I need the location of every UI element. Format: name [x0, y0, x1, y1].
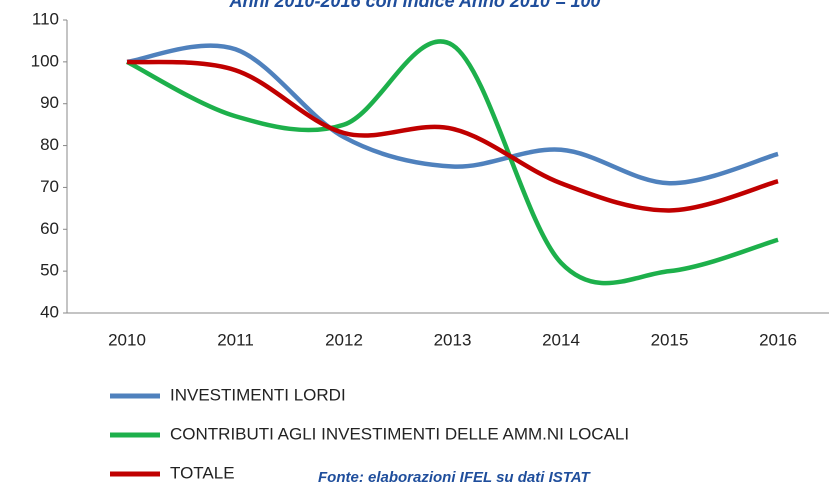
y-tick-label: 60: [40, 219, 59, 238]
x-tick-label: 2010: [108, 330, 146, 349]
x-tick-label: 2013: [434, 330, 472, 349]
series-line: [126, 59, 779, 213]
x-tick-label: 2016: [759, 330, 797, 349]
source-note: Fonte: elaborazioni IFEL su dati ISTAT: [318, 469, 592, 486]
legend-label: TOTALE: [170, 463, 235, 482]
y-tick-label: 110: [32, 9, 59, 28]
y-tick-label: 90: [40, 93, 59, 112]
y-tick-label: 100: [31, 51, 59, 70]
series-line: [125, 39, 779, 286]
y-tick-label: 80: [40, 135, 59, 154]
legend-label: CONTRIBUTI AGLI INVESTIMENTI DELLE AMM.N…: [170, 424, 629, 443]
x-tick-label: 2014: [542, 330, 580, 349]
y-tick-label: 40: [40, 302, 59, 321]
y-tick-label: 70: [40, 177, 59, 196]
x-tick-label: 2012: [325, 330, 363, 349]
y-tick-label: 50: [40, 261, 59, 280]
legend-label: INVESTIMENTI LORDI: [170, 385, 346, 404]
x-tick-label: 2011: [217, 330, 254, 349]
series-line: [126, 43, 779, 186]
x-tick-label: 2015: [651, 330, 689, 349]
chart-title: Anni 2010-2016 con indice Anno 2010 = 10…: [229, 0, 601, 11]
